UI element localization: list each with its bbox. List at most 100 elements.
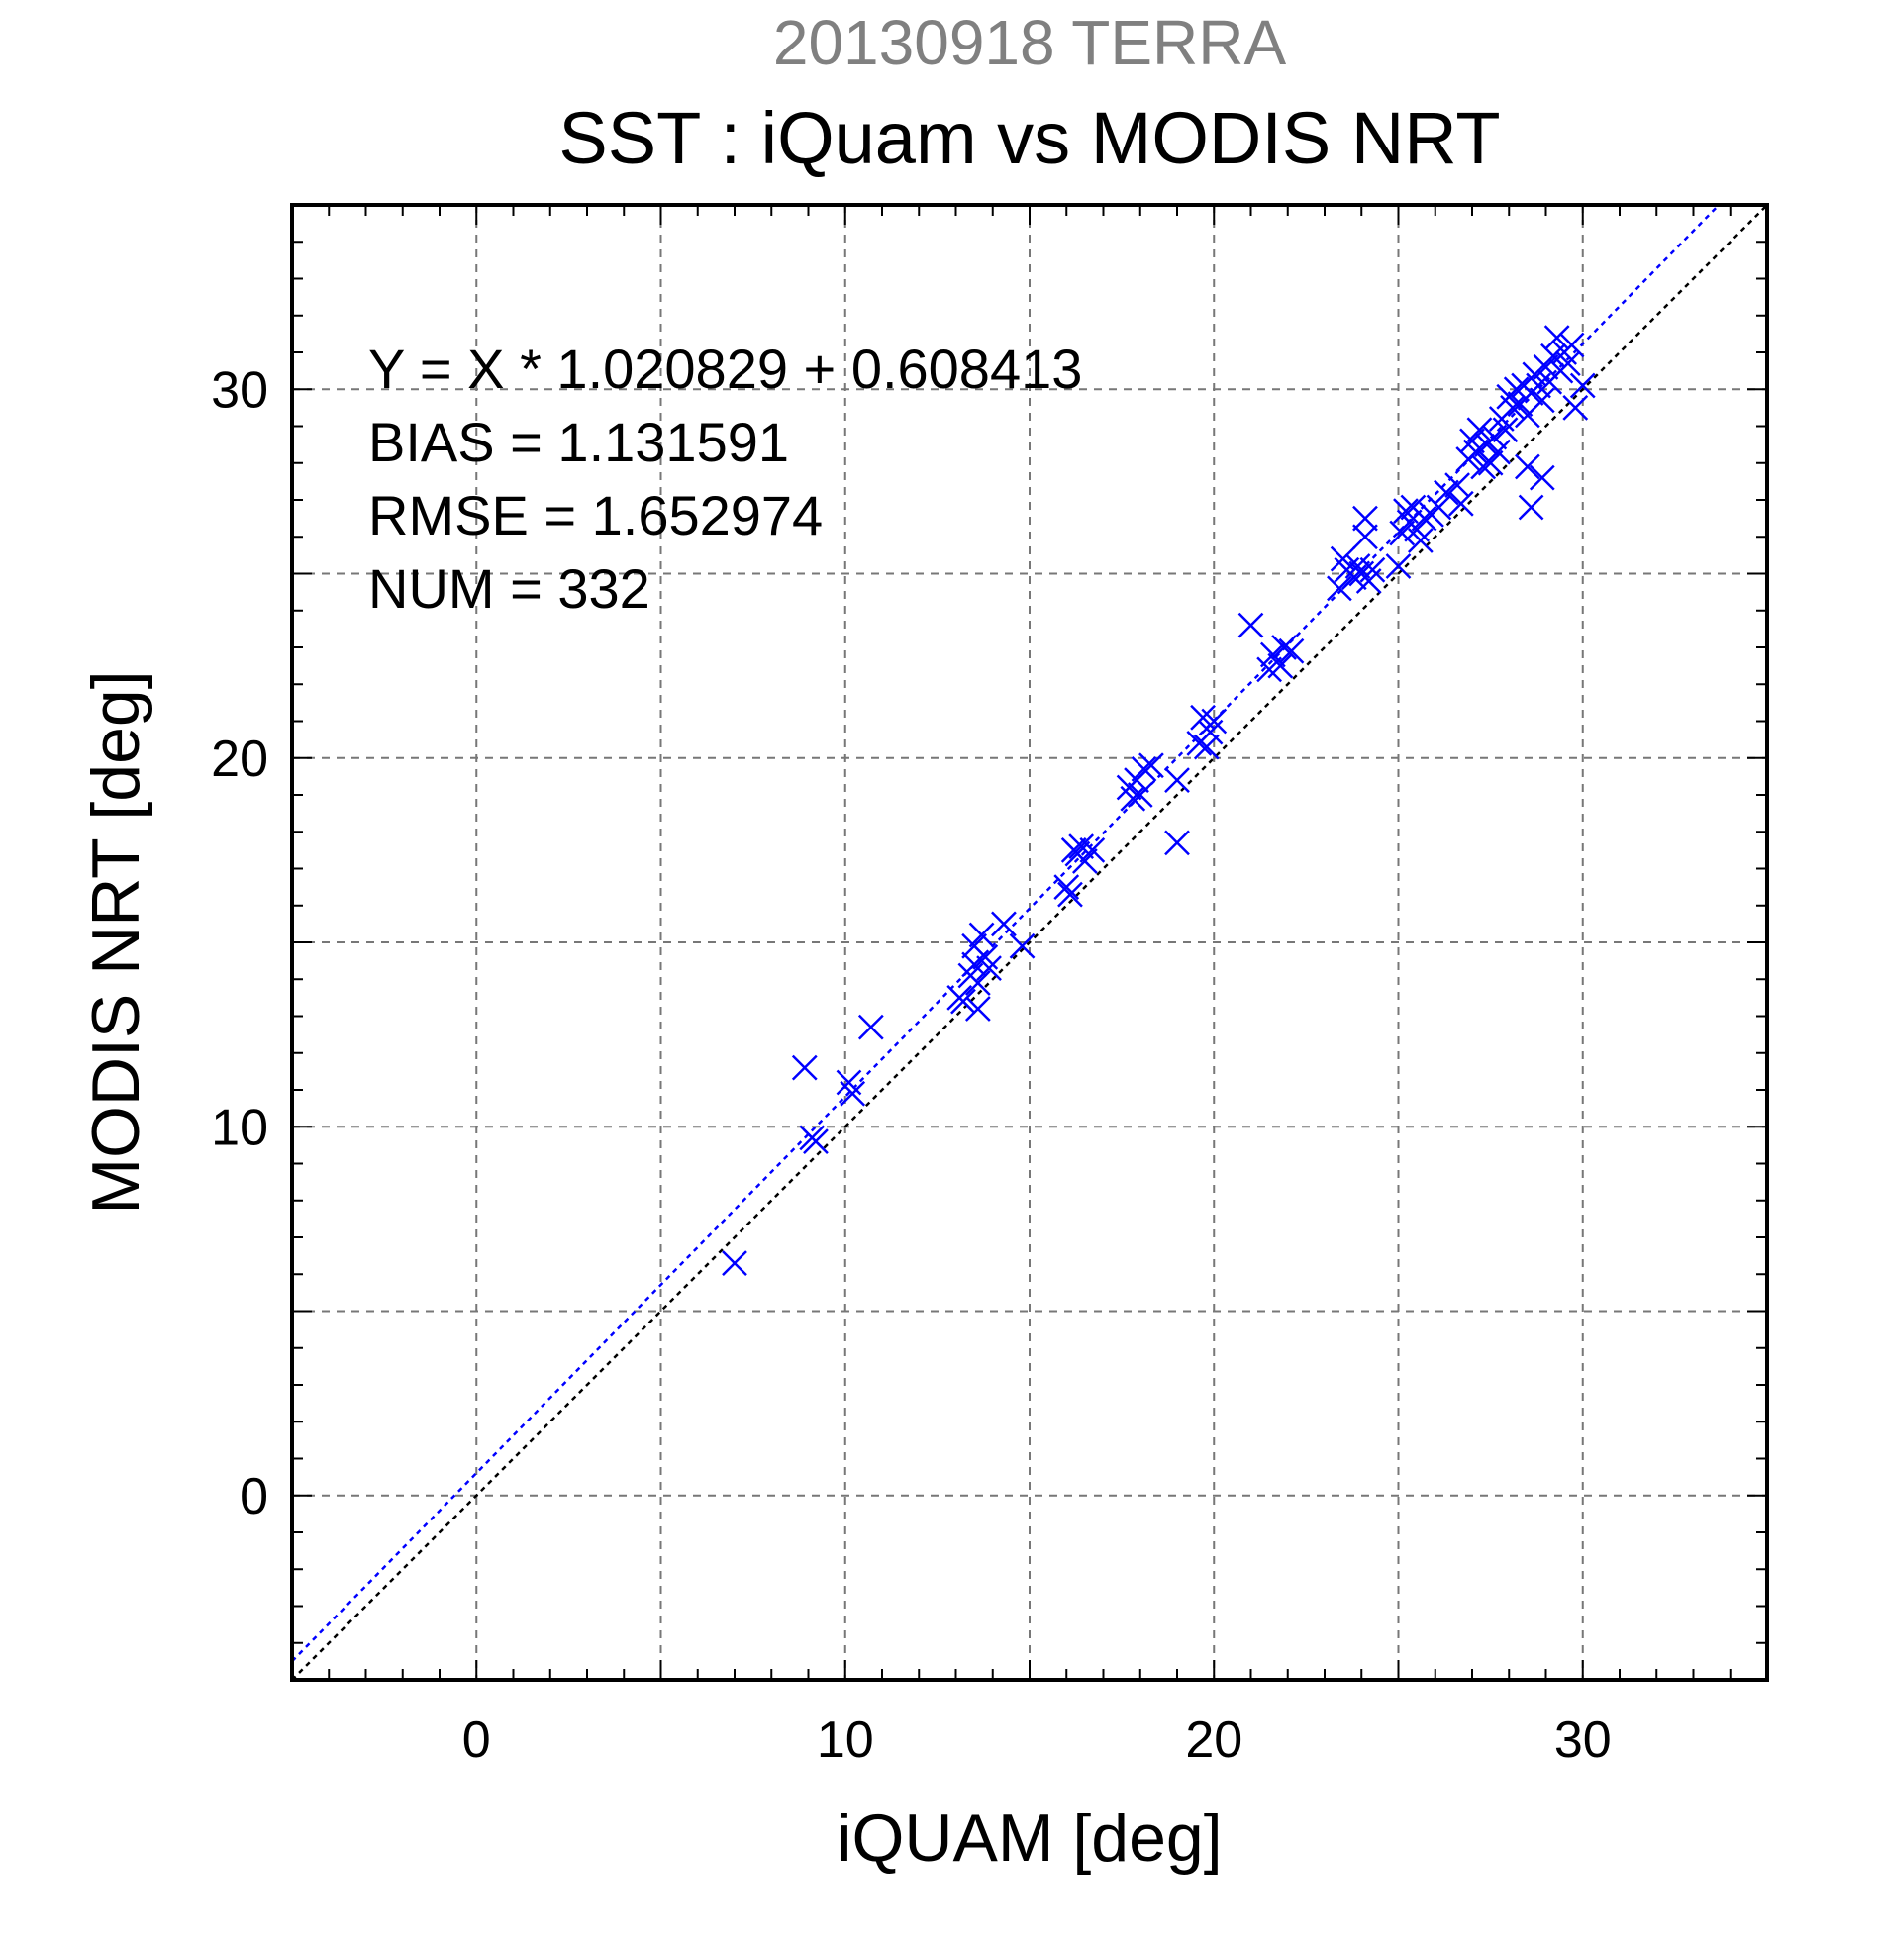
x-axis-label: iQUAM [deg] [837, 1801, 1222, 1876]
data-point [1193, 734, 1220, 760]
data-point [1477, 449, 1504, 476]
data-point-stroke [1190, 704, 1216, 731]
x-tick-label: 20 [1185, 1712, 1242, 1769]
data-point-stroke [1352, 524, 1378, 550]
data-point-stroke [991, 911, 1017, 937]
data-point-stroke [1278, 637, 1305, 664]
data-point-stroke [1271, 635, 1297, 660]
data-point-stroke [1352, 505, 1378, 532]
data-point-stroke [1492, 417, 1519, 443]
data-point-stroke [1201, 708, 1228, 735]
data-point-stroke [1426, 494, 1452, 521]
data-point [803, 1128, 829, 1155]
data-point-stroke [964, 996, 991, 1022]
data-point [1009, 932, 1036, 959]
data-point-stroke [836, 1069, 862, 1096]
data-point [1271, 635, 1297, 660]
data-point-stroke [1138, 752, 1164, 779]
data-point [1466, 417, 1493, 443]
tick-labels: 0 10 20 30 0 10 20 30 [211, 361, 1612, 1769]
data-point [1529, 387, 1555, 414]
data-point [1462, 439, 1489, 465]
data-point-stroke [1385, 553, 1412, 579]
data-point-stroke [1485, 439, 1511, 465]
data-point [1503, 376, 1530, 403]
data-point-stroke [1327, 575, 1352, 602]
data-point-stroke [1057, 881, 1083, 908]
data-point [1529, 464, 1555, 491]
data-point-stroke [791, 1054, 818, 1081]
data-point-stroke [1259, 641, 1286, 668]
data-point-stroke [857, 1014, 884, 1040]
data-point-stroke [1068, 833, 1095, 860]
data-point [1138, 752, 1164, 779]
data-point [722, 1250, 747, 1276]
data-point-stroke [803, 1128, 829, 1155]
data-point-stroke [1500, 394, 1526, 421]
data-point [1164, 767, 1190, 793]
chart-title: SST : iQuam vs MODIS NRT [558, 97, 1500, 179]
data-point [991, 911, 1017, 937]
identity-line [291, 204, 1768, 1681]
data-point [950, 988, 976, 1015]
bias-stat: BIAS = 1.131591 [368, 411, 789, 473]
data-point [1434, 479, 1459, 506]
data-point [1569, 372, 1596, 399]
data-point [1359, 556, 1386, 583]
data-point-stroke [1447, 490, 1474, 517]
data-point [1389, 520, 1416, 546]
data-point-stroke [1053, 874, 1080, 901]
data-point [1079, 836, 1106, 863]
rmse-stat: RMSE = 1.652974 [368, 484, 823, 546]
data-point-stroke [1514, 453, 1540, 480]
data-point [1327, 575, 1352, 602]
data-point-stroke [1407, 528, 1434, 553]
stats-box: Y = X * 1.020829 + 0.608413 BIAS = 1.131… [368, 338, 1082, 620]
data-point [1259, 641, 1286, 668]
data-point [1492, 417, 1519, 443]
plot-frame [290, 203, 1769, 1682]
data-point-stroke [1344, 553, 1371, 579]
x-tick-label: 30 [1554, 1712, 1612, 1769]
data-point-stroke [1462, 439, 1489, 465]
data-point-stroke [1562, 394, 1589, 421]
chart-date-label: 20130918 TERRA [773, 7, 1287, 78]
data-point [1238, 612, 1264, 638]
data-point [1352, 524, 1378, 550]
data-point-stroke [968, 922, 995, 948]
data-point [1164, 830, 1190, 856]
data-point [964, 970, 991, 996]
data-point [1411, 505, 1437, 532]
data-point-stroke [976, 955, 1002, 981]
data-point [1485, 439, 1511, 465]
data-point-stroke [840, 1080, 866, 1107]
x-tick-label: 0 [462, 1712, 491, 1769]
data-point-stroke [1393, 498, 1419, 525]
y-tick-label: 30 [211, 361, 268, 419]
y-axis-label: MODIS NRT [deg] [78, 670, 153, 1214]
data-point-stroke [1330, 545, 1356, 572]
data-point [1053, 874, 1080, 901]
data-point-stroke [1071, 848, 1098, 874]
data-point [1447, 490, 1474, 517]
data-point [1543, 325, 1570, 350]
x-tick-label: 10 [817, 1712, 874, 1769]
data-point [1071, 848, 1098, 874]
data-point [1057, 881, 1083, 908]
y-tick-label: 20 [211, 731, 268, 788]
data-points [722, 325, 1596, 1276]
data-point-stroke [1466, 417, 1493, 443]
data-point-stroke [1193, 734, 1220, 760]
data-point [1426, 494, 1452, 521]
data-point [1352, 505, 1378, 532]
data-point-stroke [1481, 424, 1508, 450]
data-point-stroke [1533, 354, 1559, 380]
data-point-stroke [722, 1250, 747, 1276]
data-point [964, 996, 991, 1022]
data-point-stroke [1529, 464, 1555, 491]
data-point-stroke [1569, 372, 1596, 399]
data-point-stroke [1131, 756, 1157, 782]
data-point [1481, 424, 1508, 450]
data-point-stroke [1434, 479, 1459, 506]
